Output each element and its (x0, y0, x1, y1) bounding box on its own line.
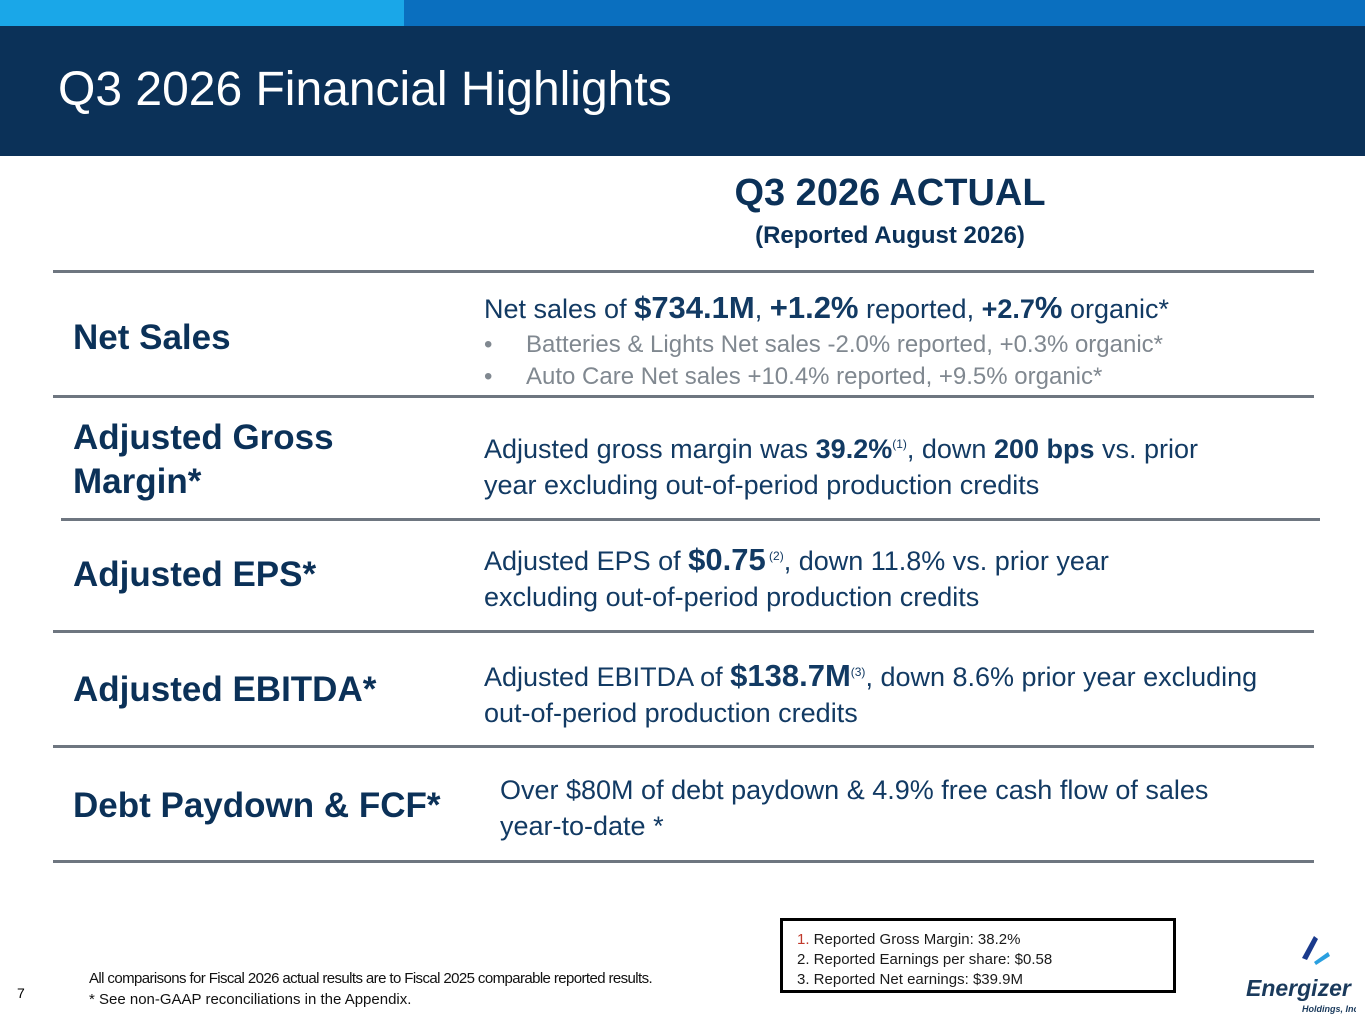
net-sales-summary: Net sales of $734.1M, +1.2% reported, +2… (484, 290, 1170, 325)
adjusted-eps-summary: Adjusted EPS of $0.75 (2), down 11.8% vs… (484, 542, 1109, 612)
slide-title: Q3 2026 Financial Highlights (58, 63, 672, 116)
row-label-gross-margin: Adjusted Gross Margin* (73, 418, 334, 501)
divider (61, 518, 1320, 521)
column-title: Q3 2026 ACTUAL (734, 172, 1046, 214)
footnote-item: 2. Reported Earnings per share: $0.58 (797, 951, 1053, 968)
footnote-item: 1. Reported Gross Margin: 38.2% (797, 931, 1021, 948)
row-label-adjusted-eps: Adjusted EPS* (73, 555, 317, 594)
row-label-adjusted-ebitda: Adjusted EBITDA* (73, 670, 377, 709)
divider (53, 745, 1314, 748)
title-banner (0, 26, 1365, 156)
top-accent-bar-dark (404, 0, 1365, 26)
logo-subtitle: Holdings, Inc. (1302, 1004, 1356, 1014)
page-number: 7 (17, 985, 25, 1001)
footnote-item: 3. Reported Net earnings: $39.9M (797, 971, 1023, 988)
logo-mark-light (1314, 952, 1330, 965)
footer-notes: All comparisons for Fiscal 2026 actual r… (89, 970, 653, 1008)
row-label-net-sales: Net Sales (73, 318, 231, 357)
adjusted-ebitda-summary: Adjusted EBITDA of $138.7M(3), down 8.6%… (484, 658, 1258, 728)
bullet-item: • Batteries & Lights Net sales -2.0% repo… (484, 331, 1164, 358)
divider (53, 630, 1314, 633)
energizer-logo: Energizer Holdings, Inc. (1246, 936, 1356, 1014)
column-subtitle: (Reported August 2026) (755, 222, 1025, 249)
divider (53, 270, 1314, 273)
footnote-box: 1. Reported Gross Margin: 38.2% 2. Repor… (780, 918, 1176, 993)
gross-margin-summary: Adjusted gross margin was 39.2%(1), down… (484, 434, 1199, 500)
top-accent-bar-light (0, 0, 404, 26)
logo-mark-dark (1302, 936, 1318, 960)
divider (53, 860, 1314, 863)
debt-paydown-summary: Over $80M of debt paydown & 4.9% free ca… (500, 775, 1209, 841)
row-label-debt-paydown: Debt Paydown & FCF* (73, 786, 441, 825)
logo-wordmark: Energizer (1246, 975, 1352, 1001)
bullet-item: • Auto Care Net sales +10.4% reported, +9… (484, 363, 1103, 390)
divider (53, 395, 1314, 398)
